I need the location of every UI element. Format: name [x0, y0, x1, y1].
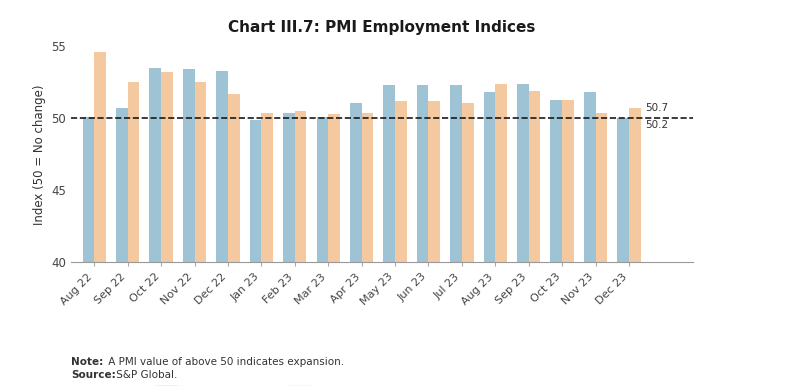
Bar — [383, 85, 395, 386]
Bar — [249, 120, 261, 386]
Bar — [116, 108, 127, 386]
Title: Chart III.7: PMI Employment Indices: Chart III.7: PMI Employment Indices — [228, 20, 535, 36]
Bar — [484, 92, 495, 386]
Bar — [450, 85, 462, 386]
Bar — [550, 100, 562, 386]
Text: S&P Global.: S&P Global. — [113, 370, 177, 380]
Bar — [295, 111, 306, 386]
Bar — [261, 113, 273, 386]
Bar — [428, 101, 440, 386]
Bar — [83, 117, 94, 386]
Bar — [283, 113, 295, 386]
Bar — [228, 94, 239, 386]
Bar — [127, 82, 139, 386]
Bar — [495, 84, 507, 386]
Bar — [395, 101, 407, 386]
Text: A PMI value of above 50 indicates expansion.: A PMI value of above 50 indicates expans… — [105, 357, 345, 367]
Bar — [194, 82, 206, 386]
Text: 50.7: 50.7 — [645, 103, 668, 113]
Bar — [328, 114, 340, 386]
Bar — [316, 117, 328, 386]
Legend: Manufacturing, Services, No change level: Manufacturing, Services, No change level — [150, 381, 514, 386]
Bar — [350, 103, 362, 386]
Bar — [617, 119, 629, 386]
Y-axis label: Index (50 = No change): Index (50 = No change) — [32, 84, 46, 225]
Bar — [362, 113, 373, 386]
Bar — [150, 68, 161, 386]
Text: 50.2: 50.2 — [645, 120, 668, 130]
Bar — [596, 113, 608, 386]
Bar — [94, 52, 106, 386]
Text: Note:: Note: — [71, 357, 103, 367]
Bar — [562, 100, 574, 386]
Bar — [417, 85, 428, 386]
Bar — [584, 92, 596, 386]
Bar — [216, 71, 228, 386]
Bar — [161, 72, 173, 386]
Bar — [517, 84, 529, 386]
Bar — [629, 108, 641, 386]
Bar — [462, 103, 474, 386]
Bar — [529, 91, 541, 386]
Text: Source:: Source: — [71, 370, 116, 380]
Bar — [183, 69, 194, 386]
